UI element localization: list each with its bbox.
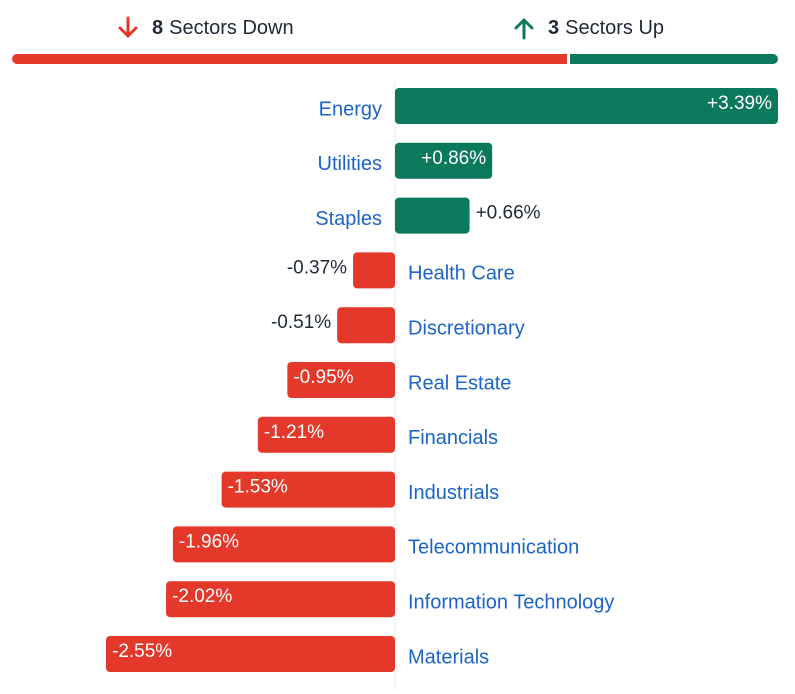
- sector-label-telecommunication[interactable]: Telecommunication: [408, 537, 579, 559]
- sectors-down-summary: 8 Sectors Down: [114, 10, 294, 46]
- value-label-financials: -1.21%: [264, 422, 324, 443]
- sectors-up-summary: 3 Sectors Up: [510, 10, 664, 46]
- bar-materials: [106, 636, 395, 672]
- value-label-industrials: -1.53%: [228, 477, 288, 498]
- sector-label-health-care[interactable]: Health Care: [408, 263, 515, 285]
- sector-label-energy[interactable]: Energy: [319, 98, 382, 120]
- value-label-telecommunication: -1.96%: [179, 531, 239, 552]
- sector-label-industrials[interactable]: Industrials: [408, 482, 499, 504]
- bar-industrials: [221, 471, 395, 508]
- bar-discretionary: [337, 307, 395, 344]
- breadth-down-segment: [12, 54, 567, 64]
- sector-label-discretionary[interactable]: Discretionary: [408, 317, 525, 339]
- sector-label-staples[interactable]: Staples: [315, 208, 382, 230]
- value-label-energy: +3.39%: [707, 93, 772, 114]
- sectors-up-label: Sectors Up: [565, 16, 665, 39]
- sectors-up-count: 3: [548, 16, 560, 39]
- bar-utilities: [395, 142, 493, 179]
- bar-energy: [395, 88, 778, 124]
- bar-financials: [257, 416, 395, 453]
- bar-telecommunication: [172, 526, 395, 563]
- value-label-materials: -2.55%: [112, 641, 172, 662]
- sector-label-materials[interactable]: Materials: [408, 646, 489, 668]
- bar-information-technology: [166, 581, 395, 618]
- arrow-down-icon: [114, 14, 142, 42]
- sector-label-financials[interactable]: Financials: [408, 427, 498, 449]
- bars-group: +3.39% Energy +0.86% Utilities +0.66% Staples…: [106, 88, 778, 672]
- value-label-staples: +0.66%: [476, 203, 541, 224]
- bar-real-estate: [287, 362, 395, 398]
- sector-label-real-estate[interactable]: Real Estate: [408, 372, 511, 394]
- market-breadth-bar: [12, 54, 778, 64]
- bar-staples: [395, 197, 470, 234]
- arrow-up-icon: [510, 14, 538, 42]
- value-label-health-care: -0.37%: [287, 257, 347, 278]
- value-label-information-technology: -2.02%: [172, 586, 232, 607]
- sector-label-information-technology[interactable]: Information Technology: [408, 591, 614, 613]
- bar-health-care: [353, 252, 395, 289]
- value-label-real-estate: -0.95%: [293, 367, 353, 388]
- sector-label-utilities[interactable]: Utilities: [318, 153, 382, 175]
- sectors-down-count: 8: [152, 16, 164, 39]
- breadth-up-segment: [569, 54, 778, 64]
- value-label-utilities: +0.86%: [421, 148, 486, 169]
- sectors-down-label: Sectors Down: [169, 16, 294, 39]
- value-label-discretionary: -0.51%: [271, 312, 331, 333]
